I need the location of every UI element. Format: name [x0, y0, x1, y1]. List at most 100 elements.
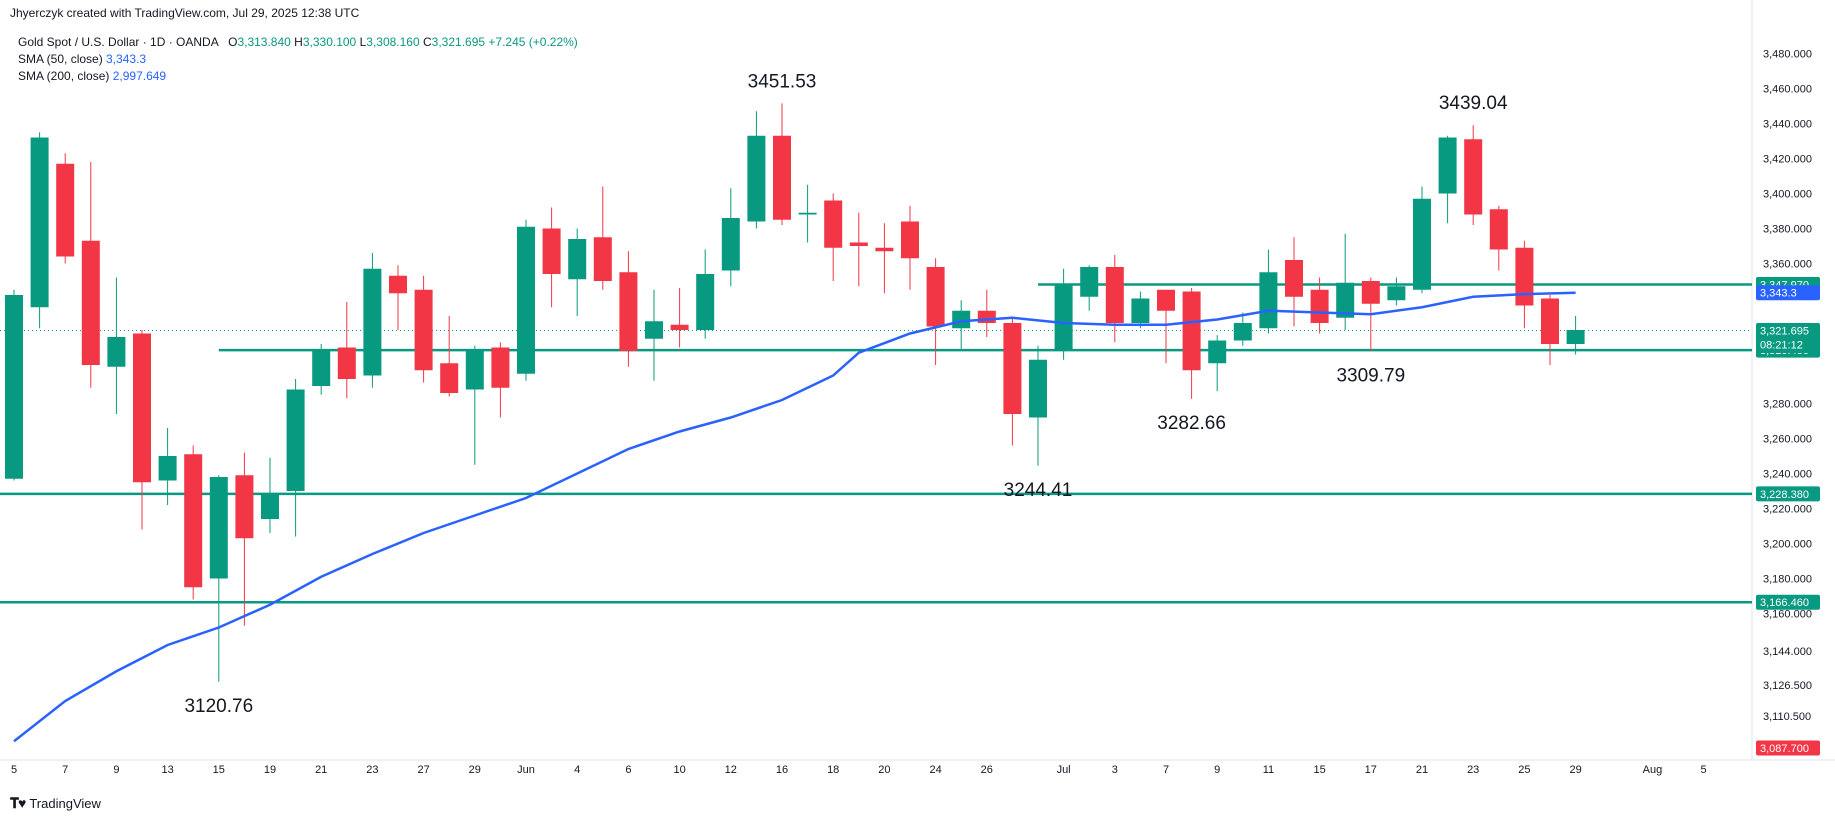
candle: [824, 193, 843, 281]
candle: [696, 249, 715, 339]
x-tick-label: 23: [1467, 764, 1479, 776]
candle: [286, 379, 305, 537]
candle-body: [158, 456, 177, 481]
candle: [1029, 345, 1047, 466]
y-tick-label: 3,480.000: [1763, 49, 1812, 61]
candle: [1182, 288, 1201, 399]
candle: [1054, 268, 1073, 360]
legend-sma200-row[interactable]: SMA (200, close) 2,997.649: [18, 68, 578, 85]
candle-body: [645, 321, 663, 339]
x-tick-label: 29: [1569, 764, 1581, 776]
candle-body: [1029, 359, 1047, 418]
price-tag-countdown: 08:21:12: [1760, 340, 1803, 352]
y-tick-label: 3,260.000: [1763, 434, 1812, 446]
y-tick-label: 3,144.000: [1763, 646, 1812, 658]
candle: [235, 452, 254, 626]
high-label: H: [294, 35, 303, 49]
y-tick-label: 3,180.000: [1763, 574, 1812, 586]
y-tick-label: 3,360.000: [1763, 259, 1812, 271]
candle: [1233, 312, 1252, 346]
candle-body: [1157, 289, 1175, 311]
x-tick-label: 13: [161, 764, 173, 776]
candle-body: [56, 163, 75, 257]
x-tick-label: 25: [1518, 764, 1530, 776]
x-tick-label: Jun: [517, 764, 535, 776]
candle: [1131, 291, 1150, 329]
x-tick-label: 18: [827, 764, 839, 776]
sma50-line: [13, 291, 1576, 743]
x-tick-label: 9: [1214, 764, 1220, 776]
candle-body: [1105, 267, 1124, 323]
y-tick-label: 3,160.000: [1763, 609, 1812, 621]
x-tick-label: 26: [981, 764, 993, 776]
tradingview-footer[interactable]: 𝐓♥ TradingView: [10, 795, 101, 812]
price-annotation: 3439.04: [1439, 93, 1508, 114]
candle: [926, 258, 945, 365]
candle: [1285, 237, 1303, 327]
candle-body: [593, 237, 612, 281]
legend: Gold Spot / U.S. Dollar · 1D · OANDA O3,…: [18, 34, 578, 85]
candle-body: [542, 228, 561, 274]
candle-body: [1003, 323, 1022, 414]
candle: [107, 277, 126, 414]
candle-body: [1259, 272, 1278, 329]
candle-body: [209, 477, 228, 579]
y-tick-label: 3,126.500: [1763, 680, 1812, 692]
candle: [209, 475, 228, 682]
price-chart[interactable]: 3,480.000 3,460.000 3,440.000 3,420.000 3,40…: [0, 0, 1835, 790]
candle: [1541, 295, 1559, 365]
high-value: 3,330.100: [302, 35, 357, 49]
candle-body: [1182, 291, 1201, 371]
candle-body: [1233, 323, 1252, 341]
candle: [1413, 186, 1431, 294]
candle-body: [696, 274, 715, 330]
y-tick-label: 3,460.000: [1763, 84, 1812, 96]
candle: [798, 184, 817, 243]
tradingview-brand: TradingView: [29, 796, 101, 811]
symbol-name: Gold Spot / U.S. Dollar · 1D · OANDA: [18, 35, 219, 49]
low-label: L: [359, 35, 367, 49]
y-tick-label: 3,380.000: [1763, 224, 1812, 236]
sma200-label: SMA (200, close): [18, 69, 110, 83]
x-tick-label: 19: [264, 764, 276, 776]
price-tag-bg: [1756, 594, 1820, 610]
x-tick-label: 17: [1365, 764, 1377, 776]
candle: [465, 345, 484, 465]
candle-body: [30, 137, 49, 308]
x-tick-label: 11: [1263, 764, 1274, 776]
legend-symbol-row[interactable]: Gold Spot / U.S. Dollar · 1D · OANDA O3,…: [18, 34, 578, 51]
x-tick-label: 21: [1416, 764, 1428, 776]
candle-body: [389, 275, 407, 294]
low-value: 3,308.160: [366, 35, 420, 49]
candle-body: [465, 351, 484, 390]
legend-sma50-row[interactable]: SMA (50, close) 3,343.3: [18, 51, 578, 68]
candle-body: [286, 389, 305, 491]
y-tick-label: 3,440.000: [1763, 119, 1812, 131]
x-tick-label: 12: [725, 764, 737, 776]
x-tick-label: 7: [62, 764, 68, 776]
x-tick-label: 15: [213, 764, 225, 776]
candle: [389, 265, 407, 330]
candle-body: [926, 267, 945, 327]
change-value: +7.245 (+0.22%): [488, 35, 578, 49]
x-tick-label: Jul: [1057, 764, 1071, 776]
candle: [414, 275, 433, 383]
candle: [1336, 233, 1355, 330]
sma50-label: SMA (50, close): [18, 52, 103, 66]
x-tick-label: 24: [929, 764, 941, 776]
candle: [1259, 249, 1278, 334]
candle-body: [5, 295, 23, 479]
candle: [1515, 240, 1534, 329]
candle-body: [849, 242, 868, 246]
price-tag-bg: [1756, 323, 1820, 354]
price-tag-label: 3,166.460: [1760, 597, 1809, 609]
x-tick-label: 23: [366, 764, 378, 776]
candle: [1157, 289, 1175, 364]
candle-body: [1208, 340, 1227, 364]
y-tick-label: 3,200.000: [1763, 539, 1812, 551]
candle-body: [619, 272, 638, 351]
candle-body: [798, 212, 817, 215]
candle: [977, 289, 996, 337]
chart-credit: Jhyerczyk created with TradingView.com, …: [10, 6, 360, 20]
candle: [363, 253, 382, 388]
